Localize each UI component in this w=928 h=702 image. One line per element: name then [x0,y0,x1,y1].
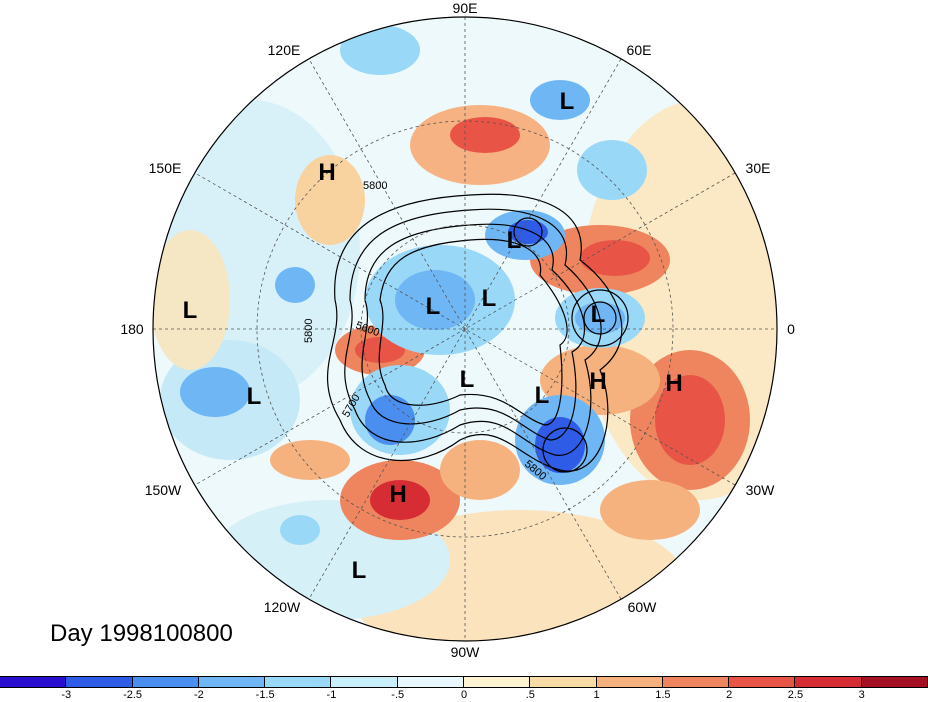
colorbar-tick-label: 2.5 [787,689,804,701]
colorbar-box [198,677,266,687]
high-marker: H [589,368,606,395]
colorbar [0,676,928,688]
colorbar-box [0,677,67,687]
lon-label-120w: 120W [264,599,301,615]
contour-label: 5800 [303,319,315,343]
low-marker: L [183,297,198,324]
low-marker: L [426,293,441,320]
colorbar-tick-label: -2 [193,689,204,701]
low-marker: L [352,557,367,584]
colorbar-box [530,677,597,687]
colorbar-tick-label: .5 [525,689,535,701]
low-marker: L [482,285,497,312]
colorbar-tick-label: 3 [858,689,865,701]
lon-label-150w: 150W [145,482,182,498]
colorbar-box [662,677,730,687]
graticule [153,17,777,641]
colorbar-tick-label: -2.5 [123,689,143,701]
lon-label-30e: 30E [746,160,771,176]
lon-label-0: 0 [787,321,795,337]
colorbar-tick-label: 2 [726,689,733,701]
anomaly-shading [153,25,777,641]
low-marker: L [460,366,475,393]
lon-label-60w: 60W [628,599,658,615]
high-marker: H [665,370,682,397]
polar-map: 90E 60E 30E 0 30W 60W 90W 120W 150W 180 … [120,0,795,660]
pressure-markers: L H L L L L L L L H H L L H [183,88,683,584]
low-marker: L [507,227,522,254]
colorbar-tick-label: 1 [593,689,600,701]
map-outline [152,16,778,642]
colorbar-box [397,677,464,687]
lon-label-60e: 60E [627,42,652,58]
colorbar-box [596,677,663,687]
colorbar-box [132,677,199,687]
date-label: Day 1998100800 [50,620,233,647]
lon-label-120e: 120E [268,42,301,58]
lon-label-180: 180 [120,321,144,337]
high-marker: H [318,159,335,186]
colorbar-tick-label: 1.5 [655,689,671,701]
high-marker: H [389,481,406,508]
low-marker: L [247,383,262,410]
lon-label-30w: 30W [746,482,776,498]
colorbar-box [795,677,862,687]
colorbar-tick-label: -1.5 [255,689,275,701]
low-marker: L [560,88,575,115]
colorbar-box [331,677,398,687]
colorbar-box [463,677,531,687]
colorbar-tick-label: -1 [326,689,337,701]
colorbar-box [861,677,928,687]
colorbar-box [66,677,133,687]
low-marker: L [535,382,550,409]
colorbar-box [729,677,796,687]
colorbar-tick-label: -.5 [391,689,405,701]
lon-label-90w: 90W [451,644,481,660]
low-marker: L [591,301,606,328]
lon-label-150e: 150E [149,160,182,176]
colorbar-tick-label: -3 [61,689,72,701]
colorbar-tick-label: 0 [460,689,468,701]
contour-label: 5800 [363,180,387,192]
longitude-labels: 90E 60E 30E 0 30W 60W 90W 120W 150W 180 … [120,0,795,660]
colorbar-box [265,677,332,687]
lon-label-90e: 90E [453,0,478,16]
